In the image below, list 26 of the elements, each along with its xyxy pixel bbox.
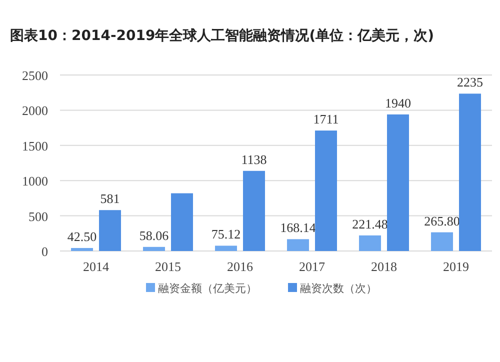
x-tick-label: 2014 [83, 259, 110, 274]
x-tick-label: 2019 [443, 259, 469, 274]
y-tick-label: 1000 [22, 174, 48, 189]
data-label: 1138 [241, 152, 267, 167]
x-tick-label: 2017 [299, 259, 326, 274]
y-tick-label: 0 [42, 244, 48, 259]
data-label: 168.14 [280, 220, 316, 236]
legend-label: 融资次数（次） [300, 282, 377, 295]
x-tick-label: 2015 [155, 259, 181, 274]
data-label: 1940 [385, 95, 411, 110]
data-label: 42.50 [67, 229, 97, 244]
y-tick-label: 500 [28, 208, 48, 224]
data-label: 58.06 [139, 228, 170, 243]
data-label: 581 [100, 191, 120, 206]
data-label: 221.48 [352, 216, 388, 232]
y-tick-label: 2000 [22, 103, 48, 118]
y-tick-label: 2500 [22, 68, 48, 83]
data-label: 265.80 [424, 213, 460, 228]
x-tick-label: 2018 [371, 259, 397, 274]
data-label: 75.12 [211, 226, 241, 242]
legend-label: 融资金额（亿美元） [158, 282, 257, 295]
data-label: 1711 [313, 112, 339, 127]
y-tick-label: 1500 [22, 138, 48, 154]
title: 图表10：2014-2019年全球人工智能融资情况(单位：亿美元，次) [10, 28, 434, 44]
x-tick-label: 2016 [227, 259, 254, 274]
data-label: 2235 [457, 74, 483, 90]
